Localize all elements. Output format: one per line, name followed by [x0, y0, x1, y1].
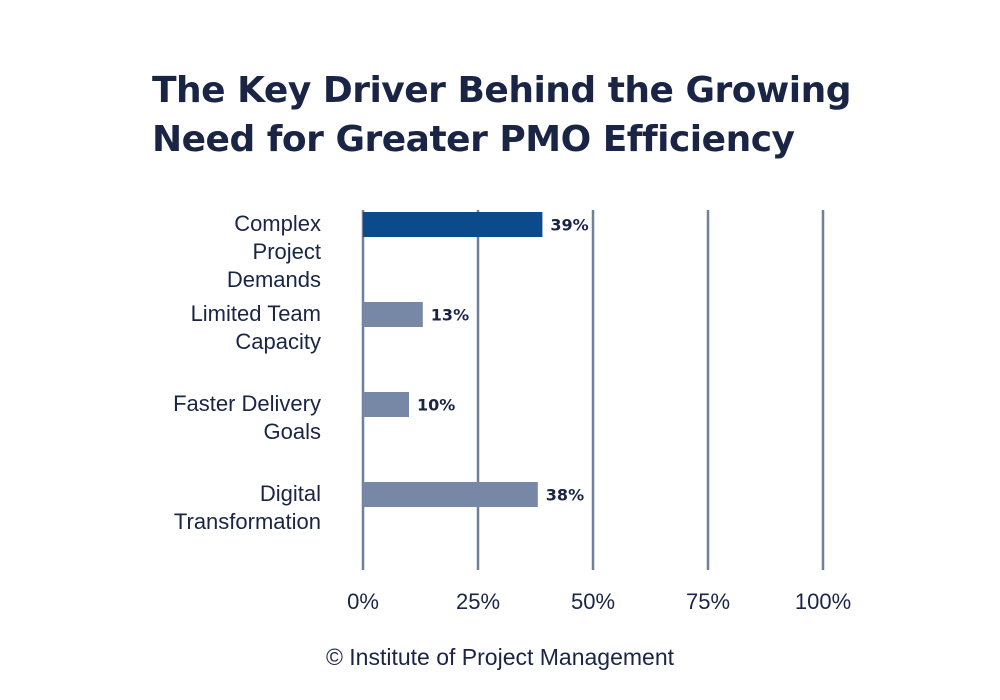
- x-tick-label: 25%: [456, 589, 500, 614]
- data-label: 39%: [550, 216, 588, 235]
- category-label: Digital Transformation: [174, 481, 321, 534]
- bars: [363, 212, 543, 507]
- gridlines: [361, 210, 825, 570]
- bar: [363, 302, 423, 327]
- data-label: 38%: [546, 486, 584, 505]
- x-tick-label: 100%: [795, 589, 851, 614]
- bar: [363, 482, 538, 507]
- x-tick-label: 50%: [571, 589, 615, 614]
- copyright-footer: © Institute of Project Management: [325, 644, 675, 670]
- category-label: Complex Project Demands: [227, 211, 321, 292]
- bar: [363, 212, 543, 237]
- x-tick-label: 75%: [686, 589, 730, 614]
- x-tick-label: 0%: [347, 589, 379, 614]
- category-label: Limited Team Capacity: [191, 301, 321, 354]
- data-labels: 39% 13% 10% 38%: [417, 216, 589, 505]
- bar: [363, 392, 409, 417]
- data-label: 10%: [417, 396, 455, 415]
- category-label: Faster Delivery Goals: [173, 391, 321, 444]
- chart-title: The Key Driver Behind the Growing Need f…: [152, 70, 852, 160]
- category-labels: Complex Project Demands Limited Team Capacit…: [173, 211, 321, 534]
- x-axis-ticks: 0% 25% 50% 75% 100%: [347, 589, 851, 614]
- data-label: 13%: [431, 306, 469, 325]
